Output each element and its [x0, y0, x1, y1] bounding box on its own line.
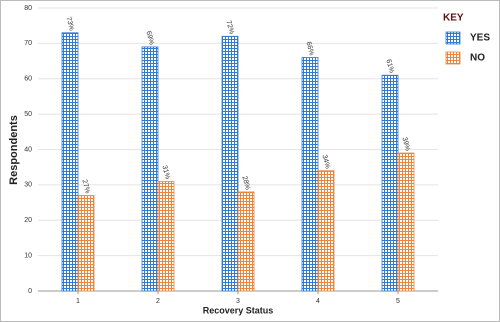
- bar: [77, 195, 95, 292]
- y-tick-label: 30: [24, 182, 32, 189]
- y-tick-label: 70: [24, 40, 32, 47]
- x-axis-label: Recovery Status: [203, 305, 274, 315]
- legend-label: NO: [470, 53, 485, 64]
- bar: [381, 74, 399, 292]
- x-tick-label: 2: [156, 298, 160, 305]
- legend-swatch: [445, 51, 461, 65]
- bar: [61, 32, 79, 292]
- x-tick-label: 5: [396, 298, 400, 305]
- bar: [157, 180, 175, 292]
- data-label: 28%: [240, 175, 250, 190]
- bar: [237, 191, 255, 292]
- y-tick-label: 40: [24, 146, 32, 153]
- bar: [141, 46, 159, 292]
- data-label: 73%: [64, 16, 74, 31]
- data-label: 66%: [304, 41, 314, 56]
- y-tick-label: 50: [24, 111, 32, 118]
- y-tick-label: 60: [24, 76, 32, 83]
- y-tick-label: 10: [24, 252, 32, 259]
- x-tick-label: 3: [236, 298, 240, 305]
- x-tick-label: 1: [76, 298, 80, 305]
- y-tick-label: 0: [28, 288, 32, 295]
- bar: [317, 170, 335, 292]
- y-axis-label: Respondents: [8, 115, 20, 185]
- y-tick-label: 20: [24, 217, 32, 224]
- legend-title: KEY: [443, 13, 464, 24]
- legend-swatch: [445, 31, 461, 45]
- data-label: 39%: [400, 136, 410, 151]
- data-label: 34%: [320, 154, 330, 169]
- y-tick-label: 80: [24, 5, 32, 12]
- data-label: 31%: [160, 165, 170, 180]
- data-label: 61%: [384, 59, 394, 74]
- legend-label: YES: [470, 33, 490, 44]
- data-label: 69%: [144, 30, 154, 45]
- x-tick-label: 4: [316, 298, 320, 305]
- bar: [397, 152, 415, 292]
- data-label: 27%: [80, 179, 90, 194]
- data-label: 72%: [224, 20, 234, 35]
- bar: [221, 35, 239, 292]
- bar: [301, 57, 319, 292]
